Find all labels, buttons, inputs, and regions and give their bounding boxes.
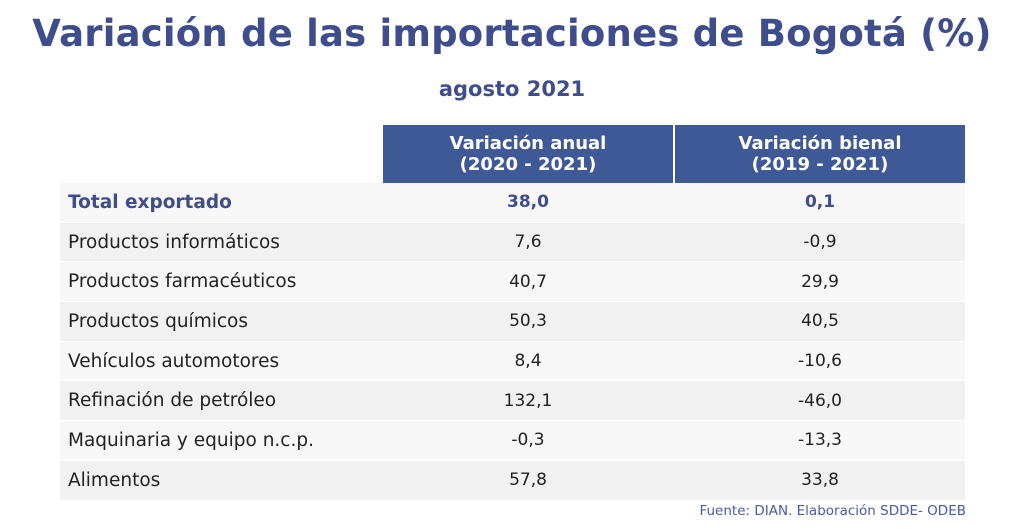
row-label: Productos farmacéuticos	[68, 271, 297, 293]
row-annual-value: 7,6	[514, 232, 542, 253]
row-annual-value: 50,3	[509, 311, 547, 332]
table-row: Alimentos 57,8 33,8	[60, 460, 965, 501]
table-row-total: Total exportado 38,0 0,1	[60, 183, 965, 223]
header-annual-variation: Variación anual (2020 - 2021)	[383, 125, 673, 183]
page-title: Variación de las importaciones de Bogotá…	[32, 12, 992, 55]
row-biennial-value: -0,9	[803, 232, 837, 253]
source-note: Fuente: DIAN. Elaboración SDDE- ODEB	[699, 503, 966, 519]
header-biennial-line2: (2019 - 2021)	[751, 154, 889, 175]
row-label: Refinación de petróleo	[68, 390, 277, 412]
header-spacer	[60, 125, 383, 183]
row-annual-value: 40,7	[509, 271, 547, 292]
row-label: Productos químicos	[68, 310, 248, 332]
row-annual-value: 8,4	[514, 351, 542, 372]
table-row: Productos químicos 50,3 40,5	[60, 302, 965, 342]
header-biennial-line1: Variación bienal	[738, 133, 902, 154]
table-row: Productos informáticos 7,6 -0,9	[60, 222, 965, 263]
row-annual-value: 57,8	[509, 470, 547, 491]
page-subtitle: agosto 2021	[438, 77, 586, 101]
imports-table: Variación anual (2020 - 2021) Variación …	[60, 125, 965, 501]
row-annual-value: -0,3	[511, 430, 545, 451]
header-annual-line1: Variación anual	[449, 133, 607, 154]
table-header: Variación anual (2020 - 2021) Variación …	[60, 125, 965, 183]
row-label: Total exportado	[68, 191, 232, 213]
row-label: Maquinaria y equipo n.c.p.	[68, 429, 314, 451]
row-label: Productos informáticos	[68, 231, 280, 253]
row-biennial-value: 33,8	[801, 470, 839, 491]
row-biennial-value: 29,9	[801, 271, 839, 292]
table-row: Vehículos automotores 8,4 -10,6	[60, 341, 965, 382]
table-row: Productos farmacéuticos 40,7 29,9	[60, 262, 965, 303]
row-biennial-value: 0,1	[804, 192, 836, 213]
row-biennial-value: -13,3	[798, 430, 842, 451]
header-annual-line2: (2020 - 2021)	[459, 154, 597, 175]
table-body: Total exportado 38,0 0,1 Productos infor…	[60, 183, 965, 501]
row-label: Alimentos	[68, 469, 161, 491]
row-annual-value: 38,0	[507, 192, 549, 213]
row-biennial-value: -46,0	[798, 390, 842, 411]
table-row: Refinación de petróleo 132,1 -46,0	[60, 381, 965, 422]
row-annual-value: 132,1	[503, 390, 553, 411]
row-biennial-value: 40,5	[801, 311, 839, 332]
header-biennial-variation: Variación bienal (2019 - 2021)	[675, 125, 965, 183]
table-row: Maquinaria y equipo n.c.p. -0,3 -13,3	[60, 421, 965, 461]
row-label: Vehículos automotores	[68, 350, 280, 372]
row-biennial-value: -10,6	[798, 351, 842, 372]
